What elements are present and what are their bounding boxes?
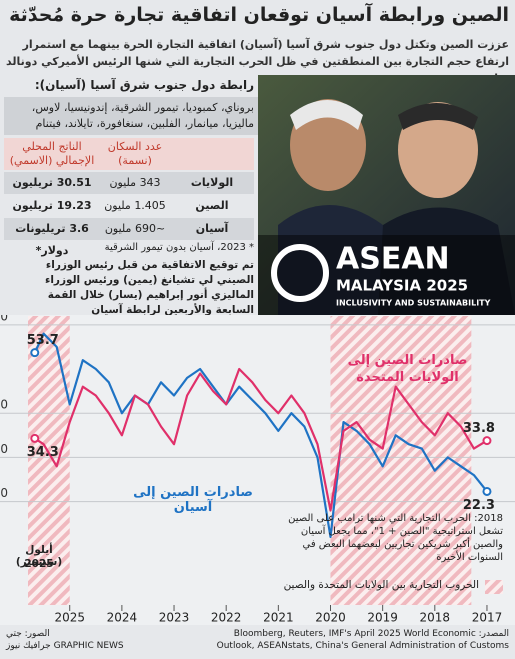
logo-theme: INCLUSIVITY AND SUSTAINABILITY (336, 299, 491, 308)
suit (378, 207, 515, 315)
table-cell: 1.405 مليون (100, 195, 170, 217)
photo: ASEAN MALAYSIA 2025 INCLUSIVITY AND SUST… (258, 75, 515, 315)
x-tick-label: 2019 (367, 611, 398, 625)
y-tick-label: 30 (0, 442, 8, 456)
value-label: 53.7 (27, 333, 59, 348)
end-point (30, 348, 40, 358)
members: بروناي، كمبوديا، تيمور الشرقية، إندونيسي… (4, 97, 258, 135)
credits: الصور: جتي جرافيك نيوز GRAPHIC NEWS (6, 628, 126, 652)
footnote: * 2023، آسيان بدون تيمور الشرقية (104, 242, 254, 253)
photo-caption: تم توقيع الاتفاقية من قبل رئيس الوزراء ا… (44, 259, 254, 316)
x-tick-label: 2020 (315, 611, 346, 625)
table-cell: 19.23 تريليون دولار (4, 195, 100, 234)
face (398, 102, 478, 198)
logo-name: ASEAN (336, 242, 450, 277)
column-header: عدد السكان (نسمة) (100, 138, 170, 170)
y-tick-label: 40 (0, 398, 8, 412)
table-cell: 343 مليون (100, 172, 170, 194)
photo-credit: الصور: جتي (6, 629, 50, 639)
logo-event: MALAYSIA 2025 (336, 277, 468, 295)
end-point (482, 486, 492, 496)
series-label: صادرات الصين إلى آسيان (133, 485, 253, 515)
table-cell: 30.51 تريليون دولار (4, 172, 100, 211)
y-tick-label: 60 مليار دولار (0, 315, 8, 324)
end-point (30, 433, 40, 443)
legend-swatch-svg (485, 580, 503, 594)
legend-swatch (485, 579, 503, 594)
column-header: الناتج المحلي الإجمالي (الاسمي) (4, 138, 100, 170)
series-line (33, 332, 488, 539)
y-tick-label: 20 (0, 486, 8, 500)
table-cell: الولايات المتحدة (170, 172, 254, 211)
x-tick-label: 2025 (54, 611, 85, 625)
table-cell: ~690 مليون (100, 218, 170, 240)
header-blank (170, 138, 254, 170)
annotation: 2018: الحرب التجارية التي شنها ترامب على… (288, 513, 503, 563)
value-label: 33.8 (463, 421, 495, 436)
x-tick-label: 2023 (159, 611, 190, 625)
legend-label: الحروب التجارية بين الولايات المتحدة وال… (283, 579, 479, 591)
box-heading: رابطة دول جنوب شرق آسيا (آسيان): (34, 78, 254, 92)
period-label: 2025 (24, 558, 54, 570)
period-label: أيلول (سبتمبر) (15, 544, 63, 568)
value-label: 22.3 (463, 498, 495, 513)
hair (398, 102, 478, 130)
x-tick-label: 2022 (211, 611, 242, 625)
legend-swatch-fill (485, 580, 503, 594)
series-line (34, 367, 488, 512)
x-tick-label: 2024 (107, 611, 138, 625)
hair (290, 100, 363, 130)
source: المصدر: Bloomberg, Reuters, IMF's April … (216, 629, 509, 651)
table-cell: 3.6 تريليونات دولار* (4, 218, 100, 257)
table-cell: آسيان (170, 218, 254, 240)
end-point (482, 436, 492, 446)
series-label: صادرات الصين إلى الولايات المتحدة (347, 353, 468, 385)
title: الصين ورابطة آسيان توقعان اتفاقية تجارة … (9, 4, 509, 26)
x-tick-label: 2018 (420, 611, 451, 625)
chart: 20 30 40 60 مليار دولار 2017 2018 2019 2020 2021… (0, 315, 515, 625)
brand: GRAPHIC NEWS (53, 641, 124, 651)
x-tick-label: 2017 (472, 611, 503, 625)
logo-mark (271, 244, 329, 302)
shaded-period (28, 316, 70, 605)
table-cell: الصين (170, 195, 254, 217)
value-label: 34.3 (27, 445, 59, 460)
x-tick-label: 2021 (263, 611, 294, 625)
shaded-period (330, 316, 472, 605)
brand-ar: جرافيك نيوز (6, 641, 51, 651)
suit (278, 205, 383, 315)
